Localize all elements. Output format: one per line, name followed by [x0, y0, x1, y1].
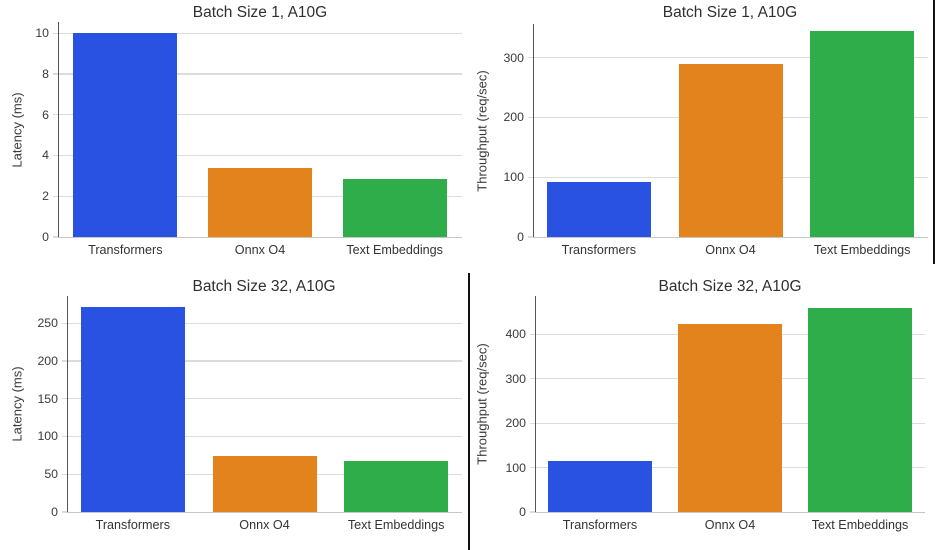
y-tick-label: 100: [503, 170, 524, 185]
x-category-label: Text Embeddings: [347, 518, 445, 532]
y-tick-mark: [53, 236, 58, 238]
x-category-label: Transformers: [561, 243, 637, 257]
x-category-label: Transformers: [88, 243, 163, 257]
divider-bottom-middle: [467, 273, 470, 550]
y-tick-mark: [53, 114, 58, 116]
y-tick-label: 100: [505, 460, 526, 475]
y-tick-mark: [530, 511, 535, 513]
y-tick-mark: [53, 154, 58, 157]
y-tick-label: 300: [503, 50, 524, 65]
y-axis-label: Latency (ms): [9, 91, 25, 168]
divider-top-right-edge: [932, 0, 935, 264]
y-gridline: [58, 73, 462, 75]
y-tick-label: 0: [517, 229, 524, 244]
y-tick-mark: [528, 116, 533, 118]
y-tick-label: 2: [42, 189, 49, 204]
y-tick-label: 50: [44, 467, 58, 482]
bar-onnx-o4: [678, 324, 782, 512]
y-tick-label: 100: [37, 429, 58, 444]
bar-transformers: [73, 33, 178, 237]
y-tick-mark: [62, 398, 67, 400]
y-tick-mark: [530, 378, 535, 380]
x-axis-line: [58, 236, 462, 239]
y-tick-mark: [62, 360, 67, 362]
y-tick-mark: [530, 466, 535, 469]
y-tick-label: 0: [42, 229, 49, 244]
chart-title: Batch Size 1, A10G: [662, 4, 798, 21]
y-tick-mark: [62, 511, 67, 513]
y-gridline: [67, 435, 462, 438]
bar-onnx-o4: [678, 64, 783, 237]
y-tick-mark: [530, 422, 535, 424]
bar-text-embeddings: [810, 31, 915, 237]
bar-text-embeddings: [342, 178, 447, 237]
y-axis-spine: [67, 296, 69, 512]
x-category-label: Transformers: [95, 518, 171, 532]
x-category-label: Onnx O4: [239, 518, 290, 532]
y-tick-label: 6: [42, 107, 49, 122]
y-tick-label: 0: [519, 504, 526, 519]
x-category-label: Text Embeddings: [346, 243, 443, 257]
x-category-label: Text Embeddings: [813, 243, 911, 257]
y-tick-mark: [62, 435, 67, 438]
y-tick-mark: [528, 176, 533, 178]
x-category-label: Onnx O4: [704, 518, 756, 532]
y-tick-mark: [62, 322, 67, 324]
y-gridline: [67, 360, 462, 362]
y-tick-mark: [53, 32, 58, 34]
x-axis-line: [67, 511, 462, 514]
y-gridline: [67, 398, 462, 400]
x-category-label: Onnx O4: [705, 243, 756, 257]
y-axis-spine: [58, 22, 60, 237]
y-tick-label: 200: [505, 415, 526, 430]
y-tick-label: 150: [37, 391, 58, 406]
y-tick-mark: [62, 473, 67, 475]
y-axis-label: Latency (ms): [9, 366, 25, 442]
y-axis-spine: [535, 296, 537, 512]
y-tick-mark: [53, 195, 58, 197]
y-gridline: [58, 154, 462, 157]
x-category-label: Onnx O4: [234, 243, 286, 257]
y-tick-label: 200: [37, 353, 58, 368]
x-category-label: Text Embeddings: [811, 518, 909, 532]
y-tick-label: 10: [35, 26, 49, 41]
x-axis-line: [533, 236, 928, 239]
bar-text-embeddings: [344, 461, 449, 512]
y-tick-mark: [528, 56, 533, 59]
chart-title: Batch Size 32, A10G: [192, 278, 336, 295]
bar-onnx-o4: [208, 167, 312, 237]
y-gridline: [533, 56, 928, 59]
x-axis-line: [535, 511, 925, 514]
y-tick-mark: [53, 73, 58, 75]
y-tick-label: 0: [51, 504, 58, 519]
y-gridline: [67, 322, 462, 324]
y-tick-label: 400: [505, 327, 526, 342]
y-tick-label: 4: [42, 148, 49, 163]
y-tick-label: 8: [42, 66, 49, 81]
y-axis-label: Throughput (req/sec): [474, 69, 490, 192]
bar-onnx-o4: [212, 456, 317, 512]
x-category-label: Transformers: [562, 518, 638, 532]
y-axis-spine: [533, 24, 535, 237]
chart-title: Batch Size 32, A10G: [658, 278, 802, 295]
y-axis-label: Throughput (req/sec): [474, 343, 490, 465]
y-tick-mark: [528, 236, 533, 238]
bar-transformers: [546, 181, 651, 237]
y-gridline: [58, 114, 462, 116]
bar-transformers: [548, 460, 652, 512]
bar-transformers: [80, 307, 185, 512]
y-tick-mark: [530, 333, 535, 335]
chart-title: Batch Size 1, A10G: [192, 4, 328, 21]
y-tick-label: 300: [505, 371, 526, 386]
y-gridline: [58, 32, 462, 34]
y-tick-label: 200: [503, 110, 524, 125]
bar-text-embeddings: [808, 308, 912, 512]
y-tick-label: 250: [37, 316, 58, 331]
